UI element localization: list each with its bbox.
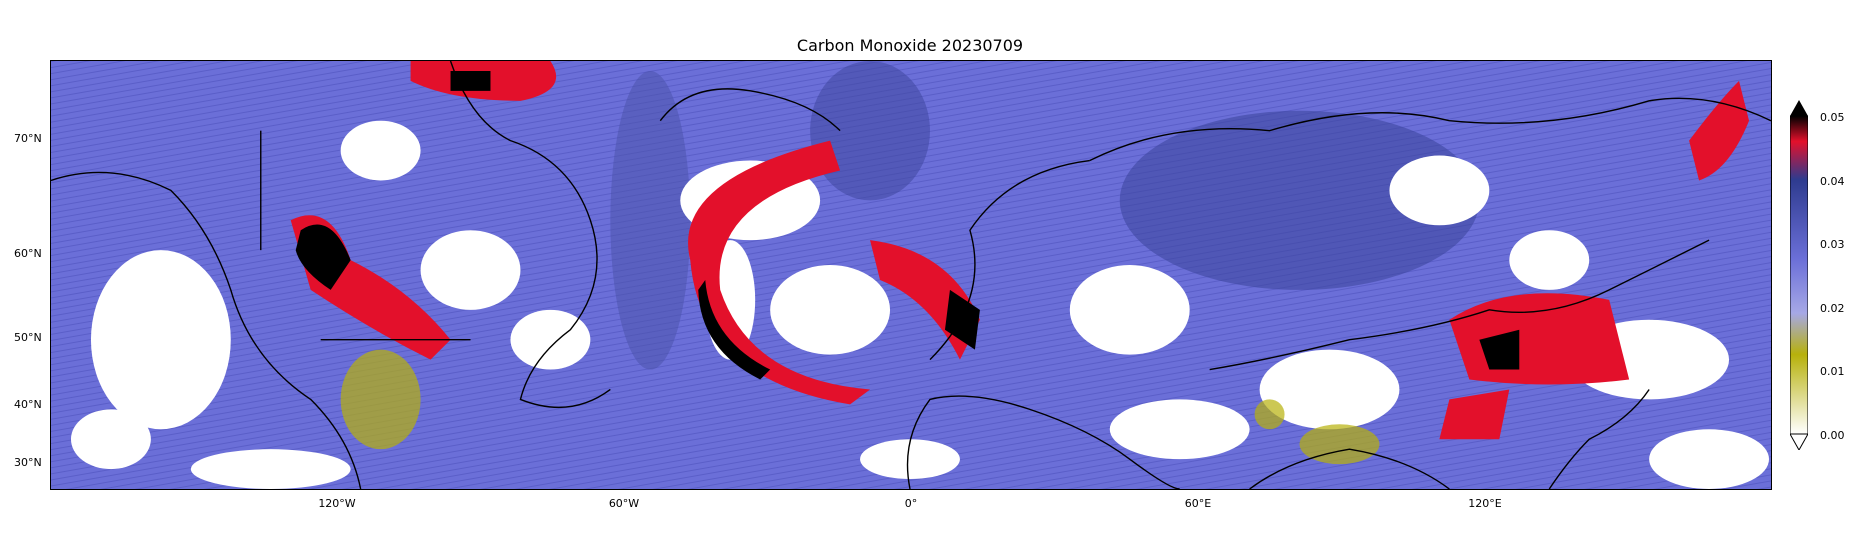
colorbar-min-extend: [1790, 433, 1808, 450]
map-title: Carbon Monoxide 20230709: [796, 36, 1024, 55]
colorbar-tick-label: 0.04: [1820, 175, 1845, 188]
lon-tick-label: 60°E: [1184, 497, 1212, 510]
lon-tick-label: 120°E: [1468, 497, 1502, 510]
carbon-monoxide-map: [51, 61, 1771, 489]
colorbar-max-extend: [1790, 100, 1808, 116]
map-panel: [50, 60, 1772, 490]
lon-tick-label: 120°W: [318, 497, 356, 510]
colorbar-tick-label: 0.02: [1820, 302, 1845, 315]
co-dark-region: [810, 61, 930, 201]
lon-tick-label: 60°W: [608, 497, 640, 510]
co-dark-region: [1119, 110, 1480, 290]
lat-tick-label: 40°N: [14, 398, 42, 411]
high-co-plume: [290, 61, 1750, 440]
colorbar-tick-label: 0.03: [1820, 238, 1845, 251]
lat-tick-label: 60°N: [14, 247, 42, 260]
colorbar: [1790, 100, 1808, 450]
lon-tick-label: 0°: [904, 497, 918, 510]
lat-tick-label: 30°N: [14, 456, 42, 469]
colorbar-gradient: [1790, 115, 1808, 435]
lat-tick-label: 50°N: [14, 331, 42, 344]
colorbar-tick-label: 0.01: [1820, 365, 1845, 378]
coastlines: [51, 61, 1771, 489]
colorbar-tick-label: 0.00: [1820, 429, 1845, 442]
lat-tick-label: 70°N: [14, 132, 42, 145]
low-co-patch: [340, 349, 1380, 465]
colorbar-tick-label: 0.05: [1820, 111, 1845, 124]
co-dark-region: [610, 70, 691, 370]
